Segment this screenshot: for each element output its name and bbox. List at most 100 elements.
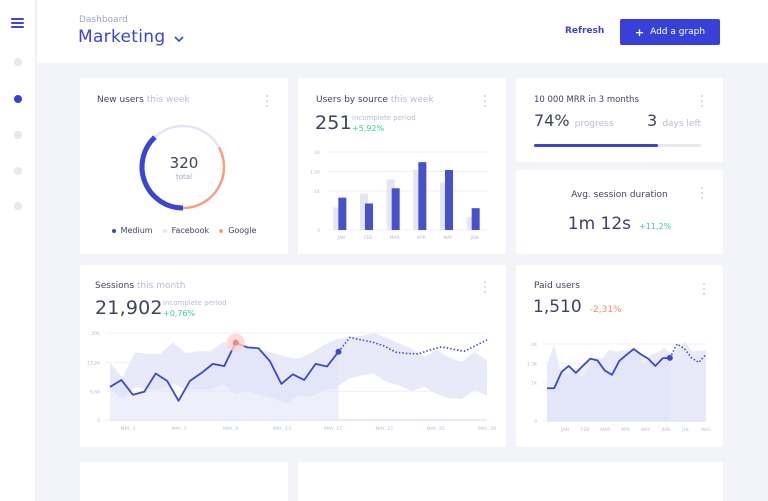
days-label: days left (662, 119, 701, 129)
period-note: incomplete period (352, 114, 416, 122)
title-period: this week (390, 95, 434, 105)
donut-chart (139, 124, 226, 211)
sidebar-item-5[interactable] (14, 202, 22, 210)
x-tick-label: APR (621, 427, 630, 433)
sidebar-item-2[interactable] (14, 95, 22, 103)
x-tick-label: MAY, 29 (478, 426, 496, 432)
title-text: Users by source (316, 95, 388, 105)
card-title: Avg. session duration (571, 190, 668, 200)
y-tick-label: 2K (531, 342, 538, 348)
hamburger-icon[interactable] (11, 18, 24, 29)
sessions-card: Sessions this month 21,902 incomplete pe… (80, 265, 506, 447)
breadcrumb[interactable]: Dashboard (79, 15, 128, 25)
bar-previous (413, 169, 422, 230)
y-tick-label: 2K (314, 150, 321, 156)
sidebar-item-4[interactable] (14, 167, 22, 175)
sessions-line-chart: 0 6,6K 13,2K 20K MAY, 1 MAY, 5 MAY, 9 MAY, 13 MA… (87, 331, 496, 432)
card-title: 10 000 MRR in 3 months (534, 95, 639, 105)
progress-bar (534, 144, 701, 147)
bottom-card-right (298, 462, 723, 501)
metric-value: 1,510 (533, 297, 582, 317)
title-period: this week (146, 95, 190, 105)
header: Dashboard Marketing Refresh + Add a grap… (37, 0, 768, 63)
x-tick-label: MAY, 13 (273, 426, 291, 432)
x-tick-label: MAY, 25 (427, 426, 445, 432)
sidebar-item-1[interactable] (14, 58, 22, 66)
change-badge: +5,92% (352, 124, 385, 133)
days-left: 3 days left (647, 111, 701, 130)
bar-previous (440, 182, 448, 230)
donut-total-label: total (175, 173, 192, 181)
y-tick-label: 1.5K (527, 361, 538, 367)
bar-chart: 0 1K 1.5K 2K JAN FEB MAR APR MAY JUN (310, 150, 488, 241)
paid-users-line-chart: 0 1K 1.5K 2K JAN FEB MAR APR MAY JUN JUL AUG (527, 341, 711, 433)
more-options-icon[interactable] (483, 281, 487, 295)
more-options-icon[interactable] (700, 187, 704, 201)
more-options-icon[interactable] (483, 95, 487, 109)
card-title: Users by source this week (316, 95, 434, 105)
chevron-down-icon[interactable] (173, 34, 185, 44)
change-badge: +0,76% (163, 309, 196, 318)
title-text: New users (97, 95, 144, 105)
y-tick-label: 1K (314, 189, 321, 195)
actual-area (110, 342, 339, 420)
bar-previous (466, 216, 475, 230)
donut-legend: Medium Facebook Google (80, 226, 288, 235)
bottom-card-left (80, 462, 288, 501)
x-tick-label: JAN (336, 235, 345, 241)
legend-item: Google (219, 226, 256, 235)
series-forecast-line (669, 342, 707, 364)
more-options-icon[interactable] (702, 283, 706, 297)
metric-value: 251 (315, 112, 352, 134)
metric-row: 1m 12s +11,2% (516, 214, 723, 234)
days-value: 3 (647, 111, 658, 130)
mrr-goal-card: 10 000 MRR in 3 months 74% progress 3 da… (516, 78, 723, 162)
x-tick-label: JAN (560, 427, 569, 433)
bar-current (471, 208, 480, 230)
x-tick-label: MAY, 21 (375, 426, 393, 432)
bar-previous (333, 207, 342, 230)
metric-value: 21,902 (95, 297, 163, 319)
bar-current (391, 188, 400, 230)
sidebar-item-3[interactable] (14, 131, 22, 139)
refresh-button[interactable]: Refresh (565, 26, 605, 36)
x-tick-label: JUN (470, 235, 479, 241)
x-tick-label: MAR (390, 235, 400, 241)
more-options-icon[interactable] (265, 95, 269, 109)
plus-icon: + (634, 25, 645, 39)
x-tick-label: FEB (581, 427, 590, 433)
period-note: incomplete period (163, 299, 227, 307)
bar-current (365, 203, 373, 230)
page-title[interactable]: Marketing (78, 27, 166, 47)
progress-label: progress (574, 119, 614, 129)
progress-fill (534, 144, 658, 147)
title-period: this month (136, 281, 186, 291)
x-tick-label: AUG (701, 427, 711, 433)
bar-current (418, 162, 427, 230)
title-text: Sessions (95, 281, 135, 291)
legend-item: Facebook (162, 226, 210, 235)
legend-dot (111, 228, 116, 233)
legend-label: Facebook (171, 226, 210, 235)
series-actual-line (109, 341, 340, 402)
donut-slice-google (182, 146, 226, 210)
add-graph-button[interactable]: + Add a graph (620, 19, 720, 45)
y-tick-label: 20K (91, 331, 101, 337)
more-options-icon[interactable] (700, 95, 704, 109)
legend-dot (219, 228, 224, 233)
y-tick-label: 1K (531, 381, 538, 387)
bar-current (445, 169, 453, 230)
change-badge: +11,2% (639, 222, 672, 231)
x-tick-label: MAR (600, 427, 610, 433)
card-title: New users this week (97, 95, 190, 105)
card-title: Sessions this month (95, 281, 185, 291)
x-tick-label: JUN (661, 427, 670, 433)
paid-users-card: Paid users 1,510 -2,31% 0 1K 1.5K 2K JAN FEB M… (516, 265, 723, 447)
bar-previous (386, 179, 395, 230)
donut-slice-medium (139, 135, 184, 211)
legend-dot (162, 228, 167, 233)
y-tick-label: 0 (534, 419, 537, 425)
sidebar (0, 0, 36, 501)
series-forecast-line (337, 336, 488, 355)
metric-row: 1,510 -2,31% (533, 297, 622, 317)
